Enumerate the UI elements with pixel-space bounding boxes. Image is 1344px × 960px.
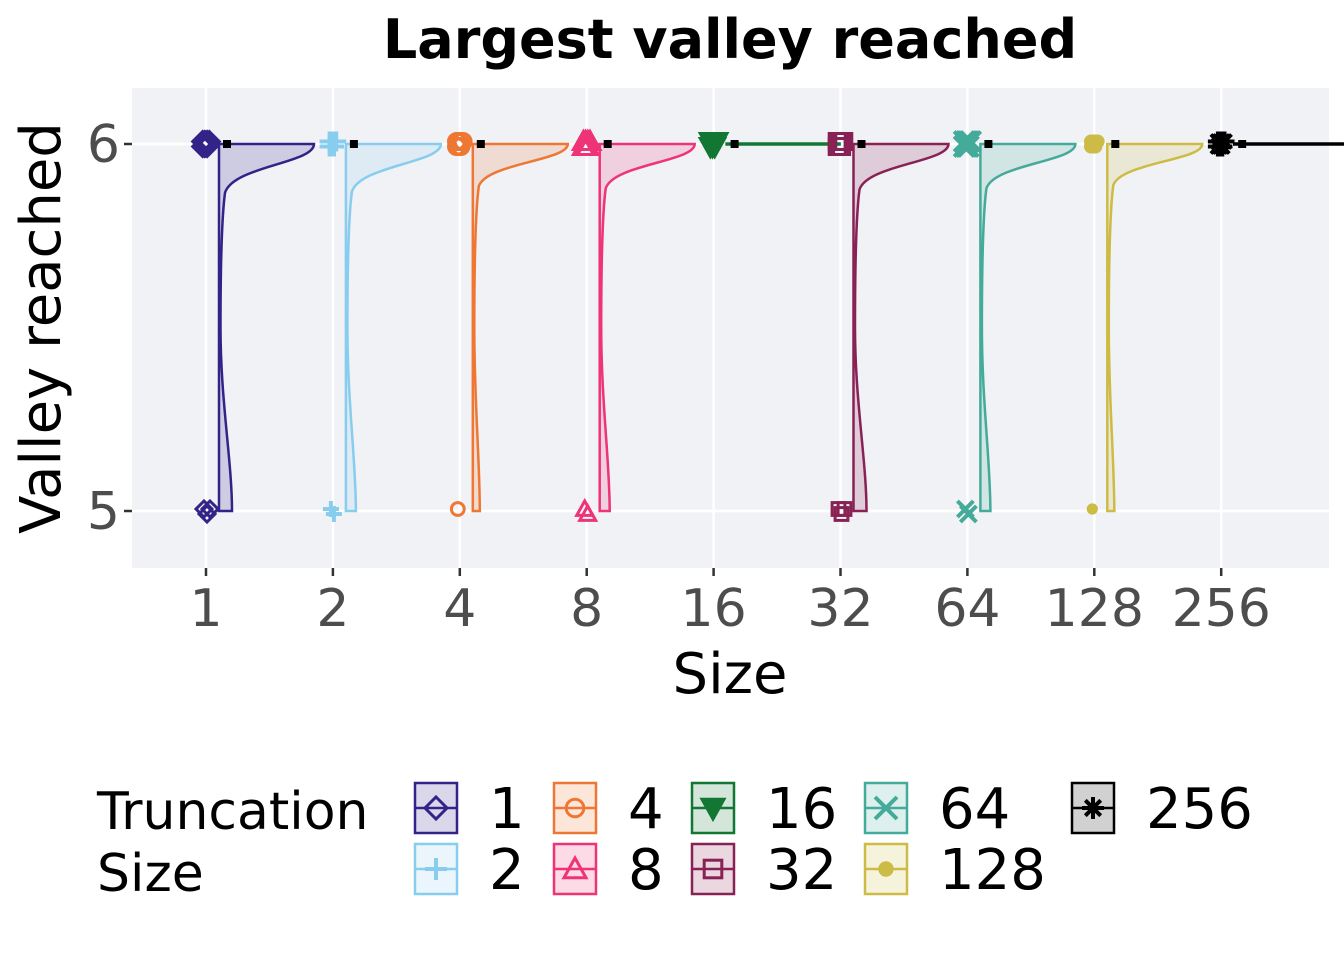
points-4 [447,132,473,517]
legend-marker [873,795,899,821]
points-16 [697,132,730,160]
point-at-6 [451,137,471,156]
point-at-5 [196,503,218,525]
legend-item-128: 128 [863,838,1046,903]
legend-title-line: Truncation [96,782,368,842]
legend-marker [564,797,586,819]
legend-marker [425,858,447,880]
violin-128 [1106,142,1204,513]
legend-item-8: 8 [552,838,664,903]
point-at-5 [449,501,466,517]
violin-8 [598,142,696,513]
point-at-5 [325,506,342,522]
mean-marker-256 [1238,140,1247,148]
legend-marker [702,858,724,880]
point-at-5 [836,501,853,517]
mean-marker-64 [984,140,993,148]
point-at-6 [324,136,344,157]
legend-item-2: 2 [413,838,525,903]
x-tick-label: 4 [443,579,476,639]
legend-item-64: 64 [863,777,1010,842]
legend-item-256: 256 [1070,777,1253,842]
legend-marker [422,794,450,822]
points-128 [1084,134,1105,515]
data-points [190,128,1235,525]
plot-panel [132,88,1329,568]
legend-label: 8 [628,838,664,903]
legend-label: 64 [939,777,1010,842]
legend-label: 32 [766,838,837,903]
points-32 [827,132,854,522]
mean-markers [223,140,1247,148]
point-at-6 [575,133,601,156]
point-at-5 [1086,503,1098,515]
x-tick-label: 256 [1172,579,1271,639]
legend-item-32: 32 [690,838,837,903]
point-at-6 [957,135,980,158]
legend-title-line: Size [97,844,204,904]
x-axis: 1 2 4 8 16 32 64 128 256 [189,568,1271,639]
x-tick-label: 128 [1045,579,1144,639]
legend-item-1: 1 [413,777,525,842]
x-tick-label: 2 [316,579,349,639]
legend-label: 128 [939,838,1046,903]
mean-marker-2 [349,140,358,148]
legend-label: 2 [489,838,525,903]
point-at-6 [702,137,728,160]
legend-item-16: 16 [690,777,837,842]
y-axis: 56 [87,115,132,542]
x-tick-label: 64 [934,579,1000,639]
x-tick-label: 32 [807,579,873,639]
point-at-6 [190,134,215,159]
mean-marker-128 [1111,140,1120,148]
mean-marker-1 [223,140,231,148]
legend-label: 256 [1146,777,1253,842]
legend-marker [561,854,589,880]
x-tick-label: 1 [189,579,222,639]
legend-label: 1 [489,777,525,842]
point-at-6 [192,134,218,159]
legend-marker [1082,797,1104,819]
violin-2 [344,142,443,513]
points-256 [1207,131,1235,157]
violin-64 [979,142,1077,513]
legend-label: 4 [628,777,664,842]
legend-item-4: 4 [552,777,664,842]
x-tick-label: 16 [681,579,747,639]
y-tick-label: 5 [87,482,120,542]
point-at-6 [1088,139,1103,154]
point-at-5 [577,502,599,522]
y-axis-title: Valley reached [9,122,74,534]
point-at-6 [192,129,218,154]
chart-title: Largest valley reached [383,8,1077,71]
points-64 [952,130,983,524]
point-at-5 [958,504,978,524]
point-at-5 [199,498,221,520]
point-at-6 [832,137,852,156]
y-tick-label: 6 [87,115,120,175]
violin-32 [852,142,950,513]
legend-label: 16 [766,777,837,842]
mean-marker-16 [730,140,739,148]
violin-4 [471,142,570,513]
mean-marker-4 [476,140,485,148]
points-1 [190,129,222,525]
violin-256 [1232,142,1344,146]
violin-1 [217,142,316,513]
point-at-6 [1212,136,1233,157]
mean-marker-32 [857,140,866,148]
x-axis-title: Size [673,642,788,707]
points-2 [319,131,347,522]
violins [217,142,1344,513]
point-at-6 [194,134,220,159]
legend-marker [878,861,894,877]
mean-marker-8 [603,140,612,148]
violin-16 [725,142,841,146]
legend-marker [699,797,727,823]
points-8 [570,128,603,522]
x-tick-label: 8 [570,579,603,639]
